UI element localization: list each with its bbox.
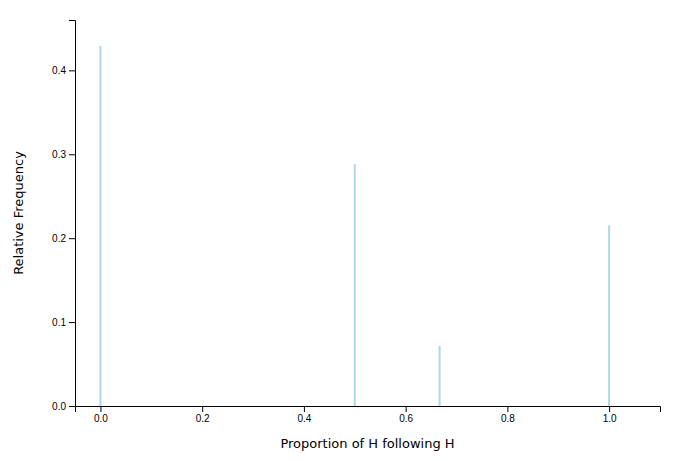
x-tick-mark bbox=[609, 406, 610, 412]
y-tick-mark bbox=[69, 406, 75, 407]
plot: 0.0 0.2 0.4 0.6 0.8 1.0 0.0 0.1 0.2 0.3 0.4 Proport… bbox=[11, 21, 661, 452]
x-tick: 0.6 bbox=[399, 406, 413, 424]
vline bbox=[439, 346, 441, 406]
x-axis: 0.0 0.2 0.4 0.6 0.8 1.0 bbox=[76, 406, 661, 424]
y-axis-title: Relative Frequency bbox=[11, 151, 26, 275]
y-tick-mark bbox=[69, 154, 75, 155]
vline bbox=[354, 164, 356, 406]
y-axis: 0.0 0.1 0.2 0.3 0.4 bbox=[52, 21, 75, 412]
y-tick-mark bbox=[69, 238, 75, 239]
x-tick: 0.2 bbox=[196, 406, 210, 424]
x-tick-mark bbox=[406, 406, 407, 412]
y-tick-label: 0.1 bbox=[52, 317, 66, 328]
y-tick-label: 0.0 bbox=[52, 401, 66, 412]
y-axis-line bbox=[69, 21, 76, 407]
vline bbox=[608, 226, 610, 406]
y-tick-mark bbox=[69, 70, 75, 71]
marks bbox=[100, 46, 609, 406]
y-tick: 0.0 bbox=[52, 401, 75, 412]
y-tick-mark bbox=[69, 322, 75, 323]
y-tick: 0.3 bbox=[52, 149, 75, 160]
x-tick-label: 1.0 bbox=[603, 413, 617, 424]
x-tick-mark bbox=[507, 406, 508, 412]
x-tick-mark bbox=[202, 406, 203, 412]
y-tick: 0.1 bbox=[52, 317, 75, 328]
x-tick-label: 0.0 bbox=[94, 413, 108, 424]
y-tick-label: 0.2 bbox=[52, 233, 66, 244]
x-tick-label: 0.2 bbox=[196, 413, 210, 424]
x-tick: 1.0 bbox=[603, 406, 617, 424]
x-tick: 0.4 bbox=[297, 406, 311, 424]
x-tick-label: 0.6 bbox=[399, 413, 413, 424]
x-tick-label: 0.4 bbox=[297, 413, 311, 424]
x-axis-line bbox=[76, 407, 661, 413]
y-tick-label: 0.3 bbox=[52, 149, 66, 160]
y-tick: 0.2 bbox=[52, 233, 75, 244]
x-axis-title: Proportion of H following H bbox=[280, 436, 454, 451]
x-tick: 0.0 bbox=[94, 406, 108, 424]
x-tick-mark bbox=[100, 406, 101, 412]
y-tick-label: 0.4 bbox=[52, 65, 66, 76]
x-tick-label: 0.8 bbox=[501, 413, 515, 424]
x-tick: 0.8 bbox=[501, 406, 515, 424]
chart: 0.0 0.2 0.4 0.6 0.8 1.0 0.0 0.1 0.2 0.3 0.4 Proport… bbox=[0, 0, 685, 461]
y-tick: 0.4 bbox=[52, 65, 75, 76]
x-tick-mark bbox=[304, 406, 305, 412]
vline bbox=[99, 46, 101, 406]
